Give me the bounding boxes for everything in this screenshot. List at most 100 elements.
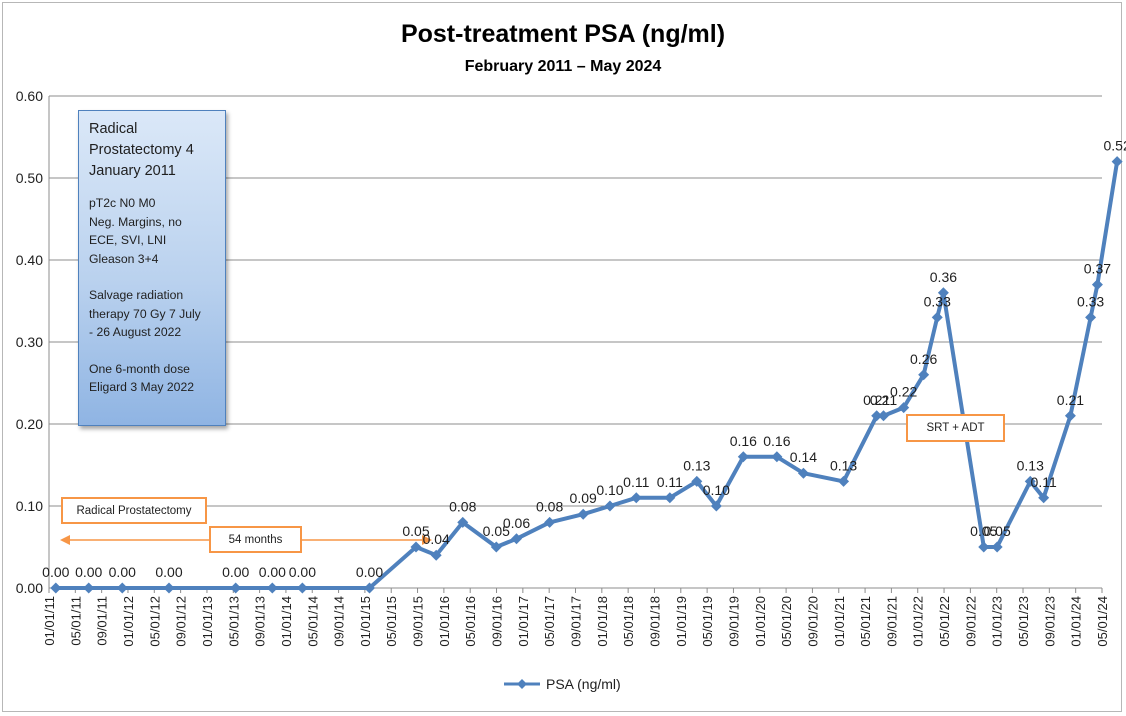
x-tick-label: 05/01/12 [147, 596, 162, 647]
callout-radical-prostatectomy: Radical Prostatectomy [61, 497, 207, 524]
x-tick-label: 09/01/20 [805, 596, 820, 647]
x-tick-label: 01/01/18 [595, 596, 610, 647]
series-psa-points [50, 156, 1123, 594]
x-tick-label: 01/01/20 [753, 596, 768, 647]
x-tick-label: 09/01/11 [95, 596, 110, 646]
x-tick-label: 05/01/19 [700, 596, 715, 647]
y-tick-label: 0.20 [16, 416, 43, 432]
data-label: 0.08 [449, 498, 476, 514]
data-label: 0.21 [863, 392, 890, 408]
x-tick-label: 05/01/22 [937, 596, 952, 647]
data-label: 0.10 [596, 482, 623, 498]
data-point [918, 369, 930, 381]
chart-subtitle: February 2011 – May 2024 [464, 58, 662, 75]
y-tick-label: 0.00 [16, 580, 43, 596]
data-point [710, 500, 722, 512]
arrow-head-right [422, 535, 432, 545]
data-point [410, 541, 422, 553]
data-point [797, 467, 809, 479]
data-label: 0.08 [536, 498, 563, 514]
data-label: 0.05 [984, 523, 1011, 539]
data-label: 0.21 [870, 392, 897, 408]
data-point [83, 582, 95, 594]
note-line: Eligard 3 May 2022 [89, 380, 195, 394]
data-point [116, 582, 128, 594]
data-label: 0.33 [924, 293, 951, 309]
x-tick-label: 01/01/23 [990, 596, 1005, 647]
x-tick-labels: 01/01/11 05/01/11 09/01/11 01/01/12 05/01/12… [42, 596, 1110, 647]
data-point [1024, 475, 1036, 487]
x-tick-label: 01/01/16 [437, 596, 452, 647]
data-label: 0.21 [1057, 392, 1084, 408]
x-tick-label: 01/01/15 [358, 596, 373, 647]
data-labels: 0.00 0.00 0.00 0.00 0.00 0.00 0.00 0.000.050.04… [42, 138, 1126, 580]
note-line: One 6-month dose [89, 361, 190, 376]
data-point [978, 541, 990, 553]
x-tick-label: 09/01/14 [332, 596, 347, 647]
arrow-head-left [60, 535, 70, 545]
x-tick-label: 09/01/16 [490, 596, 505, 647]
x-tick-label: 09/01/19 [726, 596, 741, 647]
x-tick-label: 01/01/21 [832, 596, 847, 647]
y-tick-label: 0.10 [16, 498, 43, 514]
x-tick-label: 05/01/13 [226, 596, 241, 647]
data-point [457, 516, 469, 528]
data-label: 0.36 [930, 269, 957, 285]
data-point [364, 582, 376, 594]
x-tick-label: 05/01/18 [621, 596, 636, 647]
data-label: 0.33 [1077, 293, 1104, 309]
data-point [630, 492, 642, 504]
data-label: 0.00 [289, 564, 316, 580]
data-label: 0.10 [703, 482, 730, 498]
data-label: 0.11 [623, 474, 649, 490]
data-label: 0.13 [1017, 457, 1044, 473]
x-tick-label: 09/01/23 [1042, 596, 1057, 647]
treatment-note-box: Radical Prostatectomy 4 January 2011 pT2… [78, 110, 226, 426]
data-label: 0.00 [259, 564, 286, 580]
x-tick-label: 01/01/11 [42, 596, 57, 646]
note-line: therapy 70 Gy 7 July [89, 306, 201, 321]
data-point [510, 533, 522, 545]
data-point [230, 582, 242, 594]
data-point [163, 582, 175, 594]
data-point [1091, 279, 1103, 291]
data-label: 0.00 [222, 564, 249, 580]
data-point [266, 582, 278, 594]
x-tick-label: 05/01/14 [305, 596, 320, 647]
data-point [296, 582, 308, 594]
legend-line-icon [504, 679, 540, 689]
data-label: 0.13 [830, 457, 857, 473]
x-tick-label: 05/01/24 [1095, 596, 1110, 647]
note-line: pT2c N0 M0 [89, 196, 156, 210]
x-tick-label: 05/01/23 [1016, 596, 1031, 647]
x-tick-label: 05/01/11 [68, 596, 83, 646]
data-point [838, 475, 850, 487]
x-tick-label: 09/01/18 [647, 596, 662, 647]
y-tick-label: 0.30 [16, 334, 43, 350]
data-point [1064, 410, 1076, 422]
x-tick-label: 09/01/21 [884, 596, 899, 647]
data-point [544, 516, 556, 528]
x-tick-label: 05/01/15 [384, 596, 399, 647]
data-point [691, 475, 703, 487]
x-tick-label: 01/01/13 [200, 596, 215, 647]
data-label: 0.11 [1031, 474, 1057, 490]
data-label: 0.22 [890, 384, 917, 400]
x-tick-label: 01/01/19 [674, 596, 689, 647]
data-point [771, 451, 783, 463]
data-label: 0.06 [503, 515, 530, 531]
data-label: 0.16 [763, 433, 790, 449]
data-point [490, 541, 502, 553]
data-label: 0.05 [970, 523, 997, 539]
x-tick-label: 05/01/17 [542, 596, 557, 647]
data-label: 0.09 [570, 490, 597, 506]
y-tick-label: 0.40 [16, 252, 43, 268]
data-label: 0.00 [356, 564, 383, 580]
callout-srt-adt: SRT + ADT [906, 414, 1005, 442]
x-tick-label: 05/01/20 [779, 596, 794, 647]
x-tick-label: 01/01/14 [279, 596, 294, 647]
x-tick-label: 01/01/12 [121, 596, 136, 647]
data-label: 0.52 [1104, 138, 1126, 154]
